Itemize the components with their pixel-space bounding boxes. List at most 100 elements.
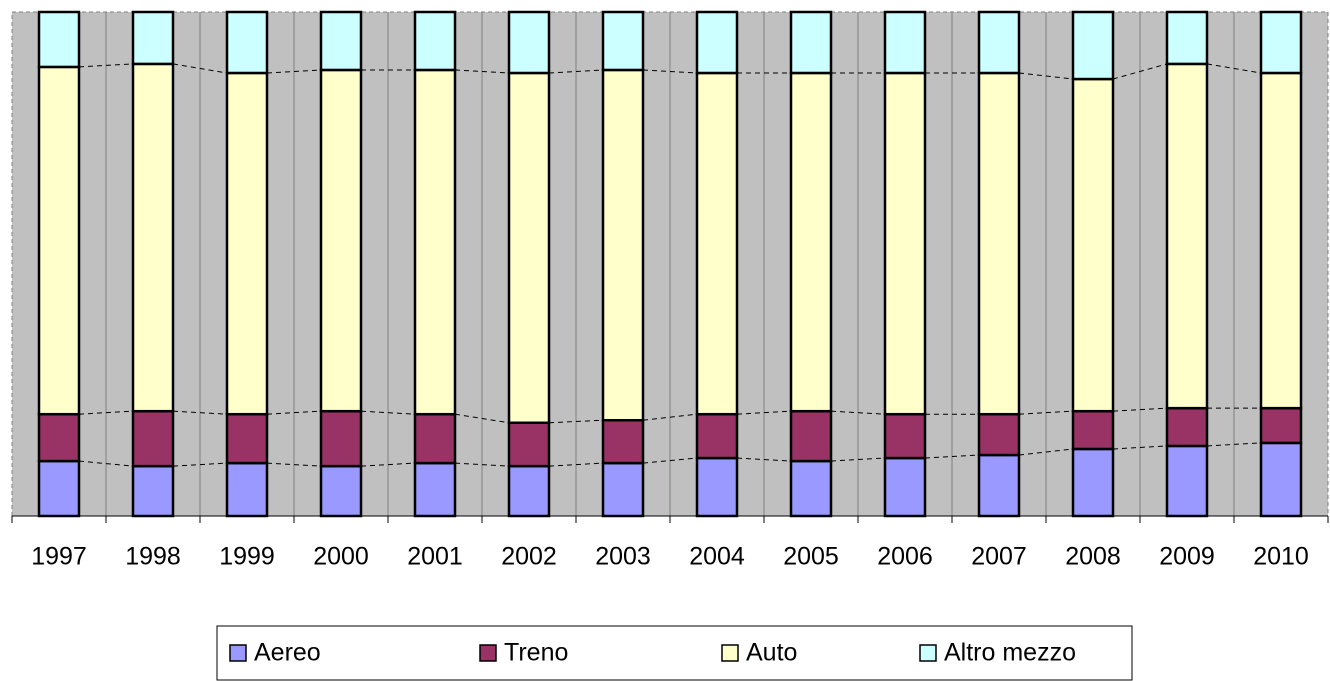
bar-segment (225, 71, 269, 416)
bar-segment (37, 412, 81, 463)
bar-segment (977, 412, 1021, 457)
series-line (1018, 448, 1074, 456)
series-line (1206, 63, 1262, 74)
series-line (78, 410, 134, 415)
series-line (360, 410, 416, 415)
bar-segment (131, 10, 175, 66)
bar-segment (1259, 71, 1303, 410)
bar-segment (413, 461, 457, 518)
bar-segment (789, 10, 833, 75)
series-line (360, 462, 416, 467)
x-tick-label: 2002 (501, 543, 557, 571)
series-line (172, 462, 228, 467)
legend (216, 625, 1133, 681)
series-line (78, 460, 134, 467)
x-tick-label: 2010 (1253, 543, 1309, 571)
bar-segment (413, 412, 457, 465)
x-tick-label: 2006 (877, 543, 933, 571)
legend-label: Auto (746, 639, 797, 667)
series-line (1112, 63, 1168, 80)
bar-segment (131, 464, 175, 518)
bar-segment (319, 464, 363, 518)
legend-label: Aereo (254, 639, 321, 667)
series-line (548, 462, 604, 467)
series-line (1112, 407, 1168, 412)
x-tick-label: 2008 (1065, 543, 1121, 571)
bar-segment (1071, 77, 1115, 413)
bar-segment (695, 412, 739, 460)
bar-segment (1165, 10, 1209, 66)
legend-swatch (721, 644, 739, 662)
bar-segment (695, 71, 739, 416)
series-line (548, 419, 604, 424)
bar-segment (883, 456, 927, 518)
x-tick-label: 1998 (125, 543, 181, 571)
bar-segment (695, 456, 739, 518)
series-line (830, 457, 886, 462)
x-tick-label: 2004 (689, 543, 745, 571)
bar-segment (601, 418, 645, 465)
bar-segment (131, 62, 175, 413)
bar-segment (413, 68, 457, 416)
x-tick-label: 2005 (783, 543, 839, 571)
bar-segment (225, 461, 269, 518)
bar-segment (37, 10, 81, 69)
series-line (266, 462, 322, 467)
series-line (924, 454, 980, 459)
bar-segment (601, 461, 645, 518)
series-line (172, 63, 228, 74)
series-line (1112, 445, 1168, 450)
bar-segment (507, 421, 551, 468)
bar-segment (789, 459, 833, 518)
series-line (454, 69, 510, 74)
x-tick-label: 2003 (595, 543, 651, 571)
legend-label: Treno (504, 639, 568, 667)
bar-segment (225, 412, 269, 465)
bar-segment (413, 10, 457, 72)
x-tick-label: 2001 (407, 543, 463, 571)
bar-segment (789, 409, 833, 463)
bar-segment (131, 409, 175, 468)
bar-segment (883, 412, 927, 460)
bar-segment (507, 464, 551, 518)
bar-segment (1165, 444, 1209, 518)
series-line (78, 63, 134, 68)
series-line (642, 457, 698, 464)
series-line (172, 410, 228, 415)
bar-segment (601, 68, 645, 422)
bar-segment (1071, 409, 1115, 451)
bar-segment (319, 10, 363, 72)
bar-segment (1259, 441, 1303, 518)
bar-segment (319, 68, 363, 413)
bar-segment (507, 10, 551, 75)
legend-label: Altro mezzo (944, 639, 1076, 667)
bar-segment (977, 71, 1021, 416)
bar-segment (1071, 447, 1115, 518)
bar-segment (507, 71, 551, 425)
bar-segment (977, 453, 1021, 518)
bar-segment (37, 459, 81, 518)
series-line (454, 462, 510, 467)
bar-segment (1165, 406, 1209, 448)
series-line (548, 69, 604, 74)
bar-segment (225, 10, 269, 75)
x-tick-label: 2000 (313, 543, 369, 571)
series-line (736, 457, 792, 462)
bar-segment (977, 10, 1021, 75)
bar-segment (37, 65, 81, 416)
series-line (642, 413, 698, 421)
series-line (1018, 410, 1074, 415)
bar-segment (695, 10, 739, 75)
series-line (830, 410, 886, 415)
bar-segment (1071, 10, 1115, 81)
legend-swatch (479, 644, 497, 662)
bar-segment (1259, 406, 1303, 445)
x-tick-label: 2007 (971, 543, 1027, 571)
x-tick-label: 1999 (219, 543, 275, 571)
bar-segment (319, 409, 363, 468)
series-line (266, 69, 322, 74)
bar-segment (1259, 10, 1303, 75)
bar-segment (1165, 62, 1209, 410)
x-tick-label: 1997 (31, 543, 87, 571)
